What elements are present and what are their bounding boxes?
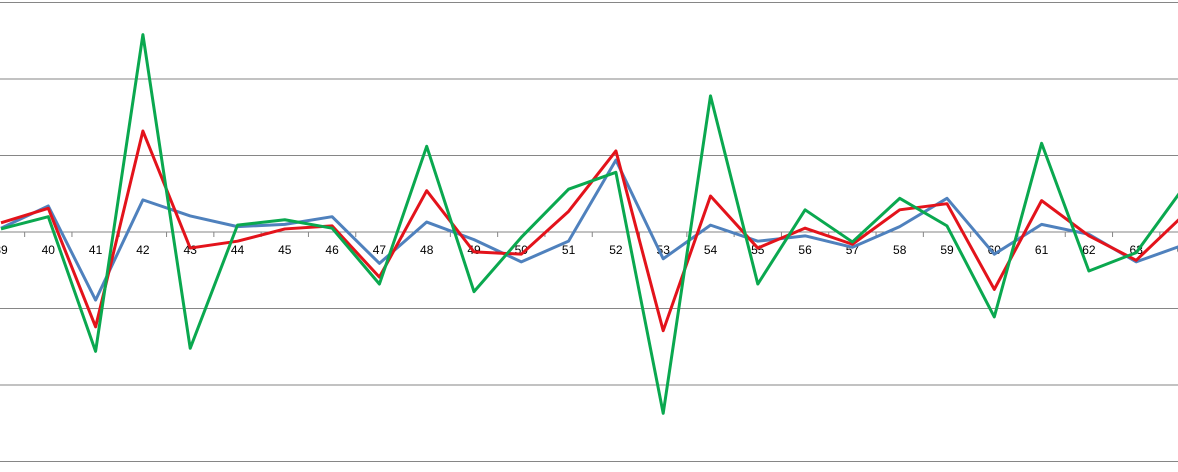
series-line (0, 129, 1178, 333)
x-tick-label: 51 (562, 243, 576, 257)
x-tick-label: 41 (89, 243, 103, 257)
x-tick-label: 44 (231, 243, 245, 257)
series-line (0, 33, 1178, 415)
x-tick-label: 47 (373, 243, 387, 257)
series-line (0, 158, 1178, 302)
x-tick-label: 64 (1177, 243, 1178, 257)
x-tick-label: 61 (1035, 243, 1049, 257)
x-tick-label: 52 (609, 243, 623, 257)
x-tick-label: 48 (420, 243, 434, 257)
x-tick-label: 59 (940, 243, 954, 257)
x-tick-label: 54 (704, 243, 718, 257)
x-tick-label: 46 (325, 243, 339, 257)
x-tick-label: 42 (136, 243, 150, 257)
x-tick-label: 62 (1082, 243, 1096, 257)
x-tick-label: 56 (798, 243, 812, 257)
x-tick-label: 58 (893, 243, 907, 257)
x-tick-label: 45 (278, 243, 292, 257)
x-tick-label: 40 (42, 243, 56, 257)
x-tick-label: 39 (0, 243, 8, 257)
